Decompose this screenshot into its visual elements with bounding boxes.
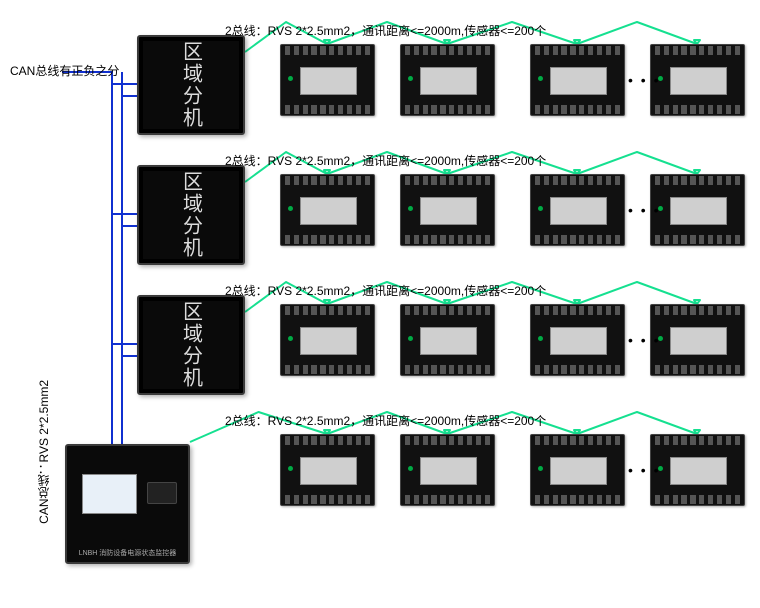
bus-spec-label: 2总线：RVS 2*2.5mm2，通讯距离<=2000m,传感器<=200个 — [225, 22, 546, 39]
zone-substation-box: 区域分机 — [137, 295, 245, 395]
sensor-module — [400, 174, 495, 246]
bus-spec-label: 2总线：RVS 2*2.5mm2，通讯距离<=2000m,传感器<=200个 — [225, 412, 546, 429]
sensor-module — [400, 434, 495, 506]
ellipsis-indicator: • • • — [628, 202, 660, 218]
sensor-module — [400, 304, 495, 376]
sensor-module — [280, 44, 375, 116]
ellipsis-indicator: • • • — [628, 462, 660, 478]
sensor-module — [650, 174, 745, 246]
bus-spec-label: 2总线：RVS 2*2.5mm2，通讯距离<=2000m,传感器<=200个 — [225, 152, 546, 169]
main-monitor-label: LNBH 消防设备电源状态监控器 — [71, 548, 184, 558]
ellipsis-indicator: • • • — [628, 332, 660, 348]
sensor-module — [650, 304, 745, 376]
sensor-module — [530, 44, 625, 116]
main-monitor-box: LNBH 消防设备电源状态监控器 — [65, 444, 190, 564]
sensor-module — [400, 44, 495, 116]
ellipsis-indicator: • • • — [628, 72, 660, 88]
main-monitor-screen — [82, 474, 137, 514]
sensor-module — [650, 434, 745, 506]
zone-substation-box: 区域分机 — [137, 35, 245, 135]
zone-substation-box: 区域分机 — [137, 165, 245, 265]
can-side-label: CAN总线：RVS 2*2.5mm2 — [35, 380, 52, 524]
sensor-module — [280, 434, 375, 506]
sensor-module — [530, 434, 625, 506]
sensor-module — [280, 304, 375, 376]
sensor-module — [530, 174, 625, 246]
main-monitor-controls — [147, 482, 177, 504]
can-top-label: CAN总线有正负之分 — [10, 62, 119, 79]
sensor-module — [650, 44, 745, 116]
sensor-module — [530, 304, 625, 376]
can-bus-wires — [62, 72, 140, 500]
sensor-module — [280, 174, 375, 246]
bus-spec-label: 2总线：RVS 2*2.5mm2，通讯距离<=2000m,传感器<=200个 — [225, 282, 546, 299]
